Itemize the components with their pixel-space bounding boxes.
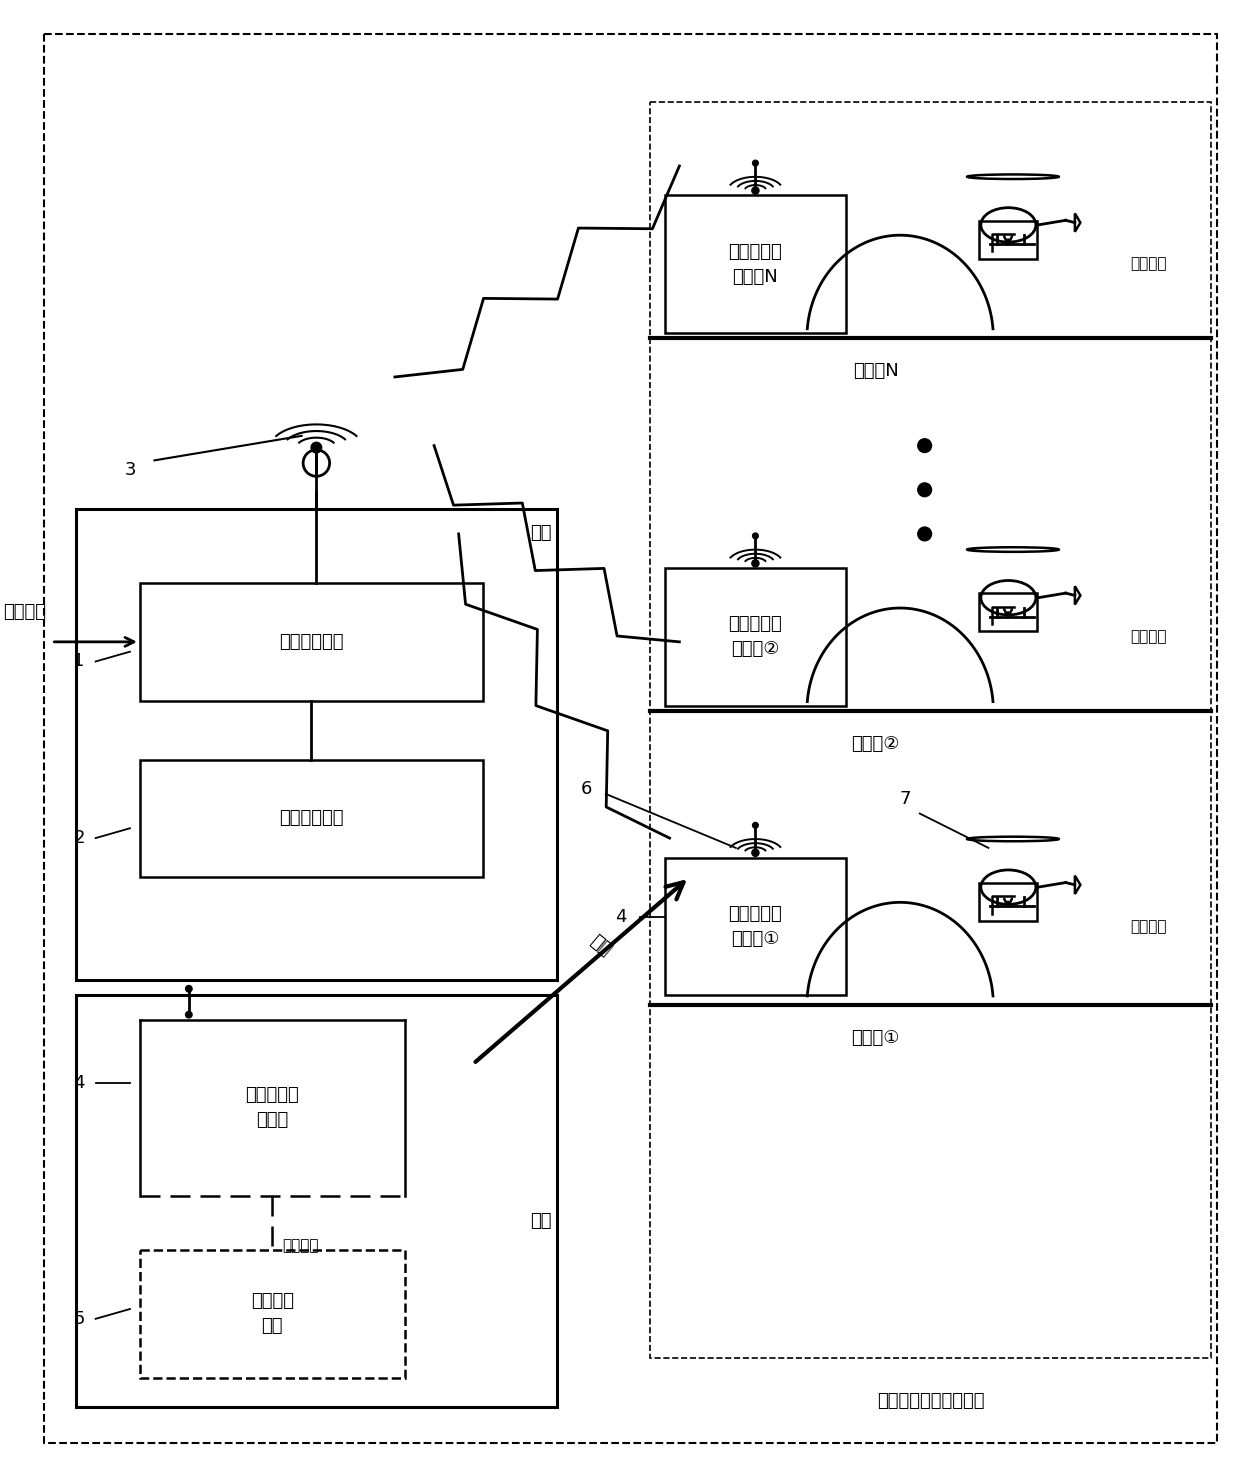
Circle shape: [186, 1012, 192, 1018]
Bar: [665, 569, 846, 706]
Circle shape: [751, 849, 759, 857]
Circle shape: [918, 527, 931, 541]
Bar: [650, 102, 1211, 1357]
Text: 停机位②: 停机位②: [852, 736, 900, 753]
Bar: [665, 858, 846, 995]
Circle shape: [753, 823, 759, 829]
Text: 停机位N: 停机位N: [853, 362, 899, 380]
Text: 无线惯导初始对准系统: 无线惯导初始对准系统: [877, 1393, 985, 1411]
Text: 7: 7: [899, 790, 911, 808]
Text: 无线对准手
持终端N: 无线对准手 持终端N: [729, 242, 782, 285]
Bar: [665, 195, 846, 332]
Text: 无线对准手
持终端: 无线对准手 持终端: [246, 1087, 299, 1130]
Text: 机载惯导: 机载惯导: [1131, 257, 1167, 272]
Text: 3: 3: [124, 461, 135, 479]
Bar: [140, 1250, 404, 1378]
Text: 无线分发装置: 无线分发装置: [279, 632, 343, 651]
Text: 4: 4: [615, 907, 626, 926]
Text: 无线对准手
持终端①: 无线对准手 持终端①: [729, 905, 782, 948]
Text: 机载惯导: 机载惯导: [1131, 919, 1167, 933]
Circle shape: [751, 560, 759, 567]
Circle shape: [918, 483, 931, 496]
Text: 舱室: 舱室: [531, 1211, 552, 1230]
Text: 机载惯导: 机载惯导: [1131, 629, 1167, 644]
Circle shape: [311, 442, 321, 453]
Bar: [978, 883, 1037, 920]
Circle shape: [753, 160, 759, 165]
Text: 1: 1: [73, 653, 84, 671]
Circle shape: [751, 188, 759, 193]
Bar: [978, 594, 1037, 631]
Bar: [140, 583, 484, 700]
Circle shape: [918, 439, 931, 452]
Text: 停机位①: 停机位①: [852, 1029, 900, 1047]
Circle shape: [753, 533, 759, 539]
Text: 2: 2: [73, 829, 84, 848]
Bar: [76, 510, 557, 981]
Bar: [76, 995, 557, 1408]
Text: 时间信息: 时间信息: [281, 1238, 319, 1252]
Text: 4: 4: [73, 1074, 84, 1093]
Text: 惯导信息: 惯导信息: [4, 604, 47, 622]
Text: 舰载时统
设备: 舰载时统 设备: [250, 1292, 294, 1335]
Text: 无线对准手
持终端②: 无线对准手 持终端②: [729, 616, 782, 659]
Bar: [978, 220, 1037, 258]
Text: 携带: 携带: [587, 932, 615, 960]
Circle shape: [186, 985, 192, 993]
Text: 6: 6: [580, 780, 591, 798]
Text: 5: 5: [73, 1310, 84, 1328]
Text: 进程监控装置: 进程监控装置: [279, 809, 343, 827]
Text: 舱室: 舱室: [531, 524, 552, 542]
Bar: [140, 759, 484, 877]
